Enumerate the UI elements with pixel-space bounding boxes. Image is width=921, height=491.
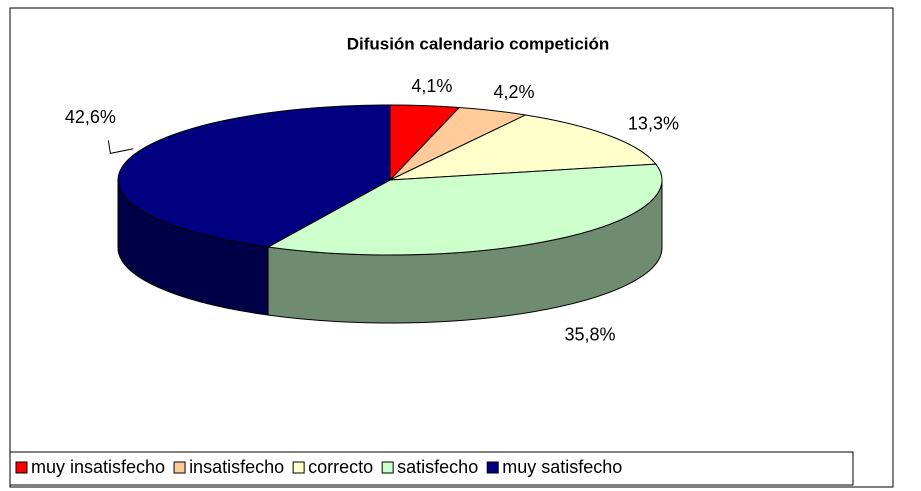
legend-swatch <box>486 461 499 474</box>
legend-swatch <box>292 461 305 474</box>
legend-label: satisfecho <box>397 457 478 477</box>
legend: muy insatisfecho insatisfecho correcto sati… <box>15 457 622 477</box>
chart-title: Difusión calendario competición <box>347 34 610 53</box>
legend-label: insatisfecho <box>189 457 284 477</box>
legend-swatch <box>173 461 186 474</box>
slice <box>389 114 657 181</box>
data-label: 4,1% <box>411 76 452 96</box>
data-label: 13,3% <box>628 113 679 133</box>
slice <box>266 163 663 256</box>
legend-label: muy satisfecho <box>502 457 622 477</box>
pie: 4,1% 4,2% 13,3% 35,8% 42,6% <box>65 76 679 345</box>
slice <box>117 104 391 248</box>
legend-swatch <box>381 461 394 474</box>
leader-line <box>107 140 134 154</box>
legend-label: correcto <box>308 457 373 477</box>
legend-swatch <box>15 461 28 474</box>
data-label: 4,2% <box>493 82 534 102</box>
data-label: 42,6% <box>65 107 116 127</box>
legend-label: muy insatisfecho <box>31 457 165 477</box>
data-label: 35,8% <box>565 324 616 344</box>
legend-box <box>9 451 854 486</box>
